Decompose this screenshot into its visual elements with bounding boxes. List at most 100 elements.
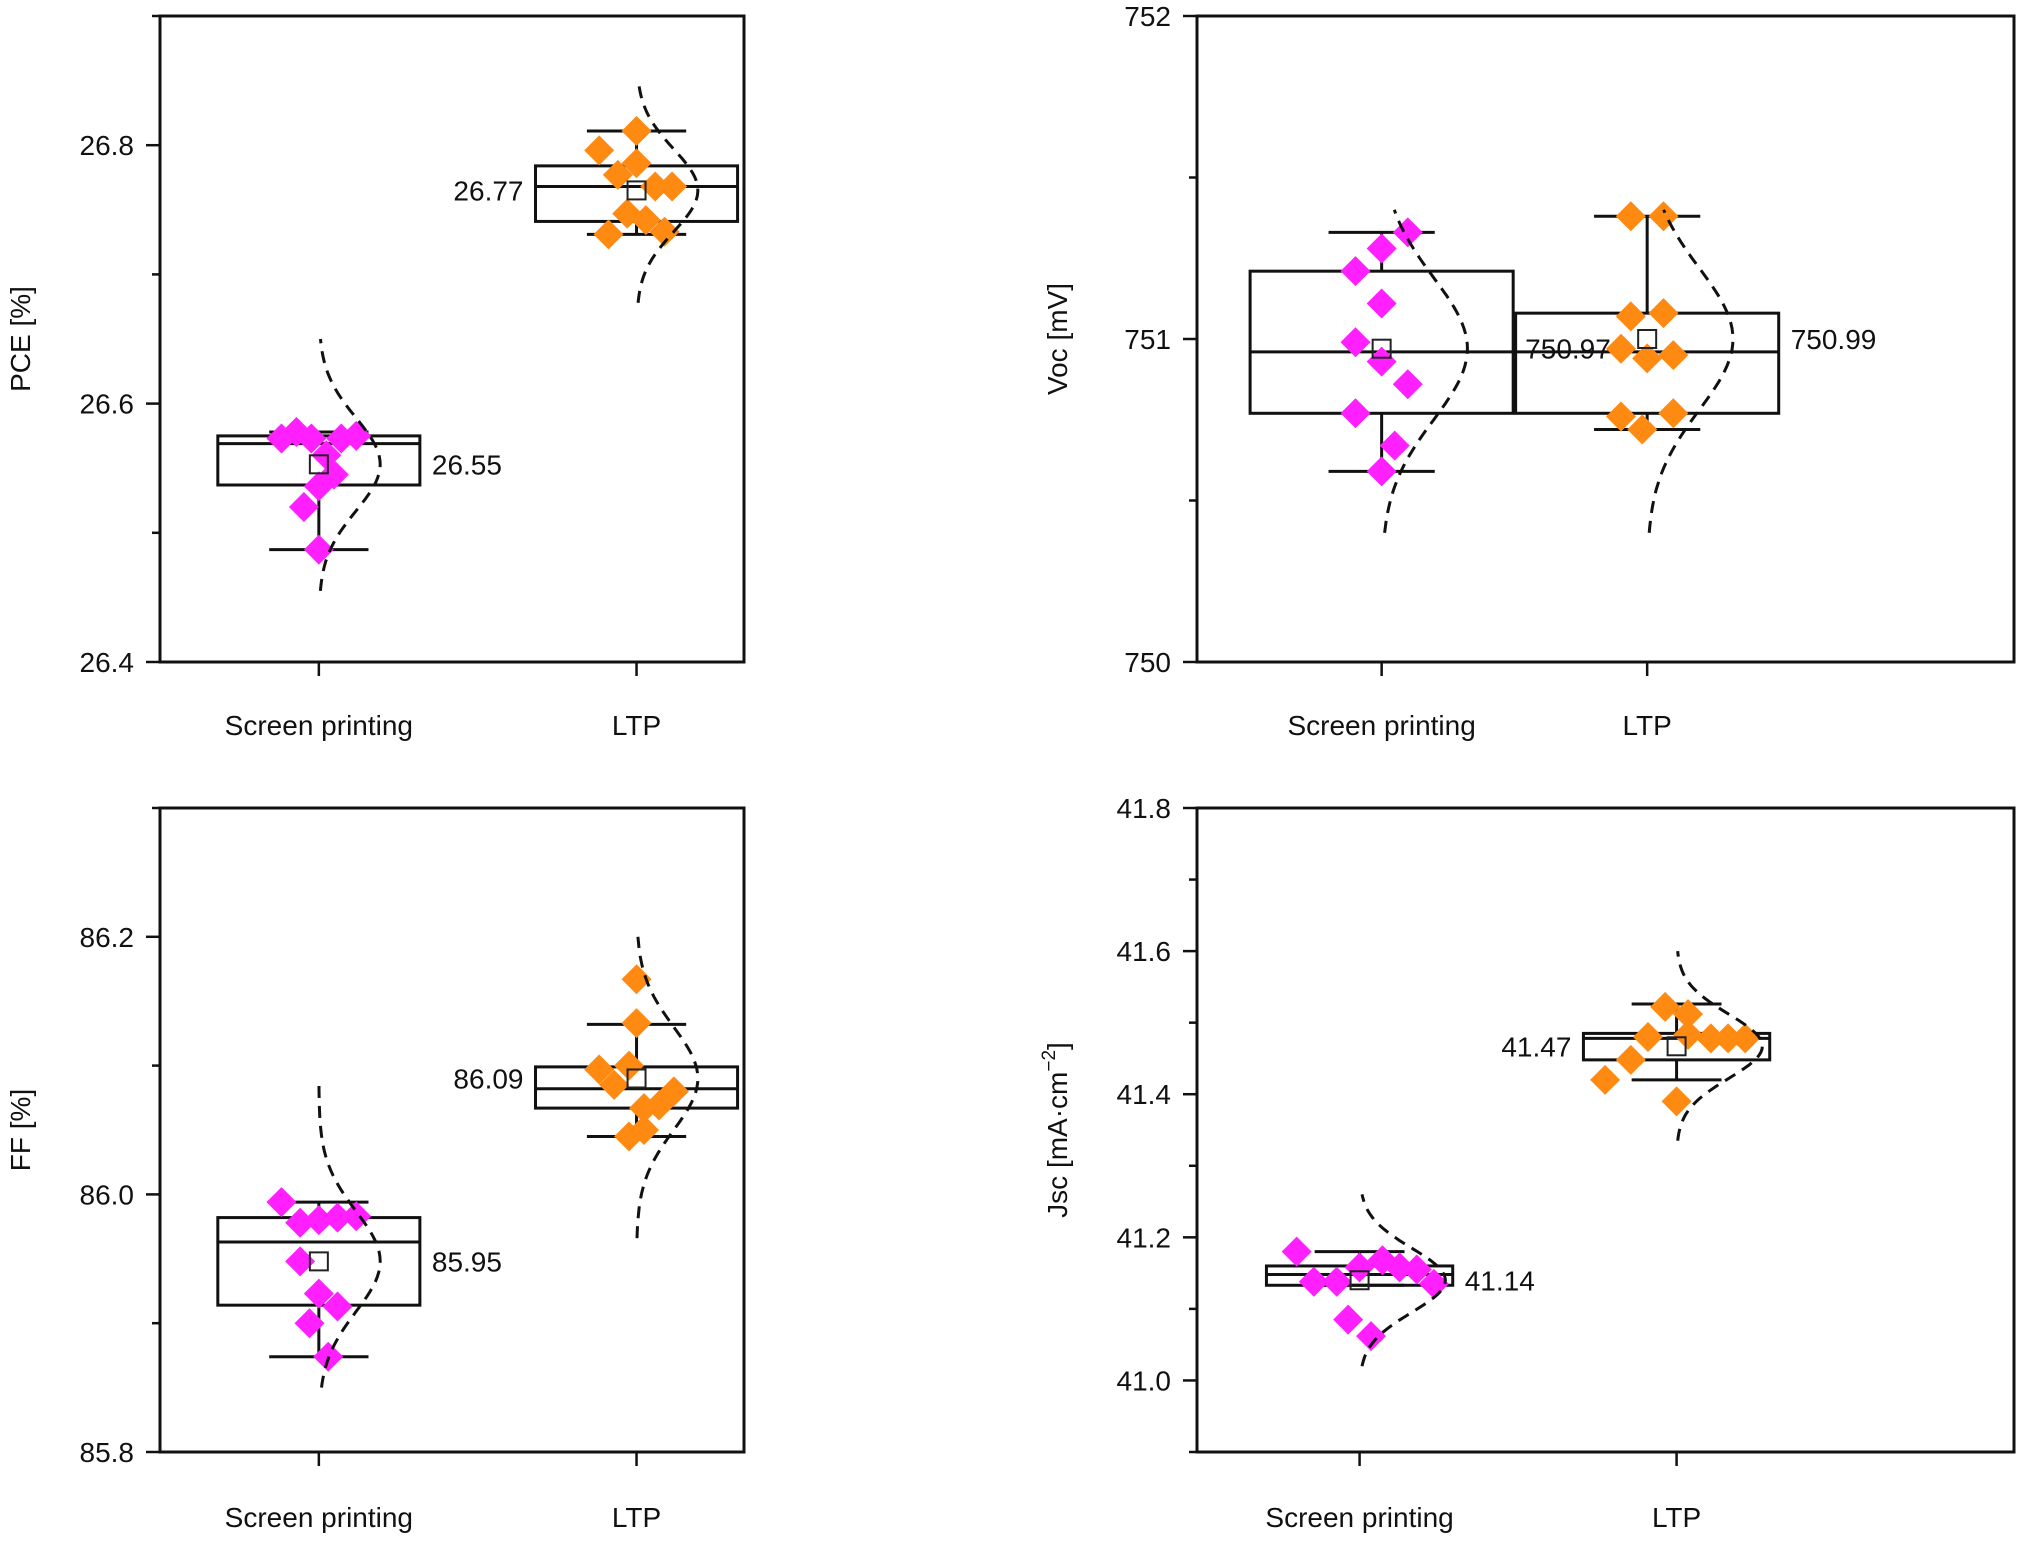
data-point [1615,301,1646,332]
data-point [599,1069,630,1100]
data-point [288,491,319,522]
series-screen-printing: Screen printing 41.14 [1264,1194,1535,1533]
y-tick-label: 41.4 [1117,1079,1172,1110]
distribution-curve [635,936,700,1239]
mean-value-label: 41.47 [1501,1031,1571,1062]
data-point [1590,1064,1621,1095]
mean-marker [1349,1270,1370,1291]
data-point [1658,398,1689,429]
mean-value-label: 26.55 [432,449,502,480]
y-axis-label: PCE [%] [5,286,36,392]
mean-marker [626,1068,647,1089]
data-point [621,1008,652,1039]
y-tick-label: 26.6 [80,389,135,420]
mean-marker [308,1251,329,1272]
x-tick-label: LTP [612,710,661,741]
chart-panel-ff: 85.886.086.2FF [%]Screen printing85.95LT… [5,806,746,1533]
mean-marker [1371,338,1392,359]
data-point [1340,398,1371,429]
y-tick-label: 41.2 [1117,1222,1172,1253]
data-point [294,1308,325,1339]
data-point [630,205,661,236]
data-point [303,471,334,502]
axes-frame [158,806,746,1454]
mean-marker [1637,329,1658,349]
mean-value-label: 26.77 [453,175,523,206]
mean-value-label: 86.09 [453,1063,523,1094]
data-point [1615,1044,1646,1075]
mean-value-label: 85.95 [432,1246,502,1277]
y-axis-label: Jsc [mA·cm−2] [1039,1042,1073,1218]
data-point [1695,1023,1726,1054]
data-point [1713,1023,1744,1054]
distribution-curve [317,1084,382,1388]
data-point [657,171,688,202]
x-tick-label: Screen printing [1287,710,1475,741]
x-tick-label: Screen printing [1265,1502,1453,1533]
mean-marker [1666,1036,1687,1057]
y-tick-label: 26.4 [80,647,135,678]
data-point [1627,414,1658,445]
data-point [1366,233,1397,264]
data-point [614,1050,645,1081]
data-point [285,1246,316,1277]
panels: 26.4 26.6 26.8 PCE [%] Screen printing 26.55 L… [5,1,2016,1533]
data-point [621,964,652,995]
data-point [303,1278,334,1309]
axes-frame [1195,806,2016,1454]
data-point [640,171,671,202]
series-ltp: LTP 86.09 [453,936,740,1533]
x-tick-label: Screen printing [225,1502,413,1533]
data-point [1384,1252,1415,1283]
data-point [1661,1086,1692,1117]
y-tick-label: 41.8 [1117,793,1172,824]
data-point [1321,1266,1352,1297]
data-point [303,534,334,565]
data-point [1650,991,1681,1022]
data-point [584,135,615,166]
y-tick-label: 26.8 [80,130,135,161]
distribution-curve [1383,209,1469,533]
data-point [1281,1236,1312,1267]
data-point [1366,346,1397,377]
data-point [649,216,680,247]
data-point [296,423,327,454]
x-tick-label: LTP [1623,710,1672,741]
data-point [1344,1252,1375,1283]
y-tick-label: 751 [1124,324,1171,355]
axes-frame [158,14,746,664]
series-screen-printing: Screen printing 85.95 [216,1084,502,1533]
mean-value-label: 750.97 [1525,334,1611,365]
data-point [285,1207,316,1238]
chart-panel-jsc: 41.0 41.2 41.4 41.6 41.8 Jsc [mA·cm−2] Screen … [1039,793,2016,1533]
data-point [1632,343,1663,374]
data-point [322,1291,353,1322]
data-point [1606,333,1637,364]
data-point [1340,256,1371,287]
series-screen-printing: Screen printing 750.97 [1248,209,1611,741]
data-point [602,159,633,190]
data-point [658,1076,689,1107]
data-point [1366,288,1397,319]
box-iqr [1514,311,1781,415]
data-point [621,115,652,146]
y-tick-label: 86.2 [80,922,135,953]
data-point [1298,1266,1329,1297]
data-point [1379,430,1410,461]
data-point [303,1205,334,1236]
mean-marker [308,454,329,475]
series-ltp: LTP 41.47 [1501,950,1772,1533]
data-point [266,1187,297,1218]
data-point [629,1115,660,1145]
data-point [1606,401,1637,432]
data-point [1333,1304,1364,1335]
distribution-curve [318,338,382,592]
data-point [1401,1254,1432,1285]
box-iqr [1248,269,1515,415]
data-point [1632,1021,1663,1052]
series-ltp: LTP 750.99 [1514,201,1876,741]
x-tick-label: LTP [612,1502,661,1533]
mean-marker [626,180,647,201]
data-point [1673,999,1704,1030]
